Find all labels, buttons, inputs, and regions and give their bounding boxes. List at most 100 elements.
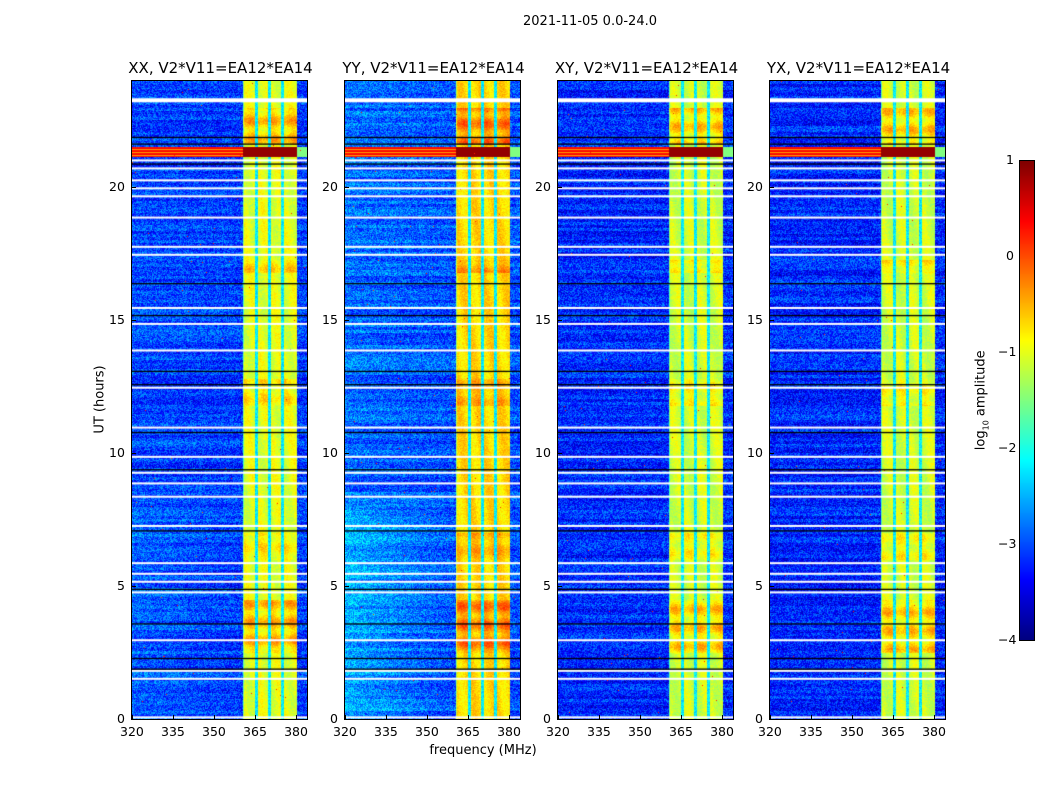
- x-tick-mark: [558, 715, 559, 720]
- y-tick-mark: [557, 453, 562, 455]
- waterfall-heatmap: [558, 81, 733, 719]
- colorbar-tick-label: 1: [1006, 152, 1014, 167]
- x-axis-label: frequency (MHz): [429, 743, 537, 758]
- y-tick-label: 0: [117, 711, 125, 726]
- panel-title: XX, V2*V11=EA12*EA14: [128, 59, 313, 77]
- x-tick-mark: [770, 715, 771, 720]
- y-tick-label: 10: [109, 445, 125, 461]
- y-tick-mark: [131, 187, 136, 189]
- y-tick-mark: [769, 586, 774, 588]
- y-tick-mark: [557, 719, 562, 720]
- x-tick-mark: [255, 715, 257, 720]
- y-tick-label: 20: [322, 179, 338, 195]
- x-tick-label: 350: [202, 724, 226, 739]
- y-axis-label: UT (hours): [92, 365, 108, 434]
- x-tick-label: 380: [922, 724, 946, 739]
- colorbar-tick-label: −1: [998, 344, 1017, 359]
- waterfall-heatmap: [770, 81, 945, 719]
- waterfall-heatmap: [345, 81, 520, 719]
- x-tick-label: 350: [628, 724, 652, 739]
- x-tick-mark: [386, 715, 388, 720]
- x-tick-mark: [173, 715, 175, 720]
- y-tick-label: 15: [535, 312, 551, 328]
- x-tick-mark: [132, 715, 133, 720]
- y-tick-label: 10: [535, 445, 551, 461]
- colorbar-tick-label: −3: [998, 536, 1017, 551]
- y-tick-mark: [769, 320, 774, 322]
- y-tick-label: 5: [755, 578, 763, 594]
- colorbar-label-sub: 10: [981, 420, 991, 431]
- y-tick-mark: [557, 320, 562, 322]
- x-tick-mark: [681, 715, 683, 720]
- y-tick-label: 0: [755, 711, 763, 726]
- x-tick-mark: [893, 715, 895, 720]
- waterfall-panel: YY, V2*V11=EA12*EA14: [342, 59, 525, 720]
- y-tick-label: 5: [117, 578, 125, 594]
- x-tick-mark: [296, 715, 298, 720]
- x-tick-mark: [468, 715, 470, 720]
- y-tick-mark: [769, 187, 774, 189]
- y-tick-mark: [557, 187, 562, 189]
- x-tick-label: 335: [374, 724, 398, 739]
- waterfall-panel: YX, V2*V11=EA12*EA14: [767, 59, 950, 720]
- y-tick-label: 5: [330, 578, 338, 594]
- colorbar-tick-label: 0: [1006, 248, 1014, 263]
- x-tick-label: 380: [284, 724, 308, 739]
- x-tick-label: 320: [546, 724, 570, 739]
- x-tick-mark: [599, 715, 601, 720]
- y-tick-mark: [344, 453, 349, 455]
- y-tick-mark: [131, 719, 136, 720]
- waterfall-panel: XX, V2*V11=EA12*EA14: [128, 59, 313, 720]
- colorbar-label: log10 amplitude: [974, 340, 991, 460]
- y-tick-mark: [769, 719, 774, 720]
- y-tick-mark: [131, 586, 136, 588]
- x-tick-mark: [852, 715, 854, 720]
- x-tick-label: 380: [497, 724, 521, 739]
- figure-title: 2021-11-05 0.0-24.0: [523, 14, 657, 29]
- x-tick-mark: [640, 715, 642, 720]
- colorbar: [1019, 160, 1035, 641]
- x-tick-label: 365: [243, 724, 267, 739]
- x-tick-label: 320: [758, 724, 782, 739]
- y-tick-label: 20: [109, 179, 125, 195]
- colorbar-tick-label: −4: [998, 632, 1017, 647]
- y-tick-mark: [557, 586, 562, 588]
- y-tick-label: 10: [322, 445, 338, 461]
- y-tick-mark: [131, 453, 136, 455]
- x-tick-mark: [214, 715, 216, 720]
- panel-title: YY, V2*V11=EA12*EA14: [342, 59, 525, 77]
- x-tick-label: 365: [881, 724, 905, 739]
- x-tick-mark: [345, 715, 346, 720]
- y-tick-mark: [344, 320, 349, 322]
- y-tick-label: 20: [535, 179, 551, 195]
- y-tick-label: 10: [747, 445, 763, 461]
- colorbar-label-main: log: [973, 430, 989, 451]
- y-tick-label: 15: [109, 312, 125, 328]
- x-tick-mark: [509, 715, 511, 720]
- y-tick-label: 15: [322, 312, 338, 328]
- y-tick-mark: [344, 187, 349, 189]
- x-tick-mark: [934, 715, 936, 720]
- x-tick-label: 350: [415, 724, 439, 739]
- y-tick-mark: [131, 320, 136, 322]
- y-tick-label: 5: [543, 578, 551, 594]
- x-tick-label: 380: [710, 724, 734, 739]
- x-tick-label: 365: [669, 724, 693, 739]
- panel-title: XY, V2*V11=EA12*EA14: [554, 59, 739, 77]
- y-tick-mark: [344, 719, 349, 720]
- y-tick-mark: [769, 453, 774, 455]
- y-tick-label: 0: [330, 711, 338, 726]
- x-tick-label: 335: [161, 724, 185, 739]
- x-tick-label: 335: [587, 724, 611, 739]
- x-tick-label: 350: [840, 724, 864, 739]
- x-tick-mark: [427, 715, 429, 720]
- x-tick-label: 365: [456, 724, 480, 739]
- x-tick-mark: [722, 715, 724, 720]
- panel-title: YX, V2*V11=EA12*EA14: [766, 59, 951, 77]
- y-tick-mark: [344, 586, 349, 588]
- x-tick-label: 335: [799, 724, 823, 739]
- x-tick-label: 320: [333, 724, 357, 739]
- y-tick-label: 15: [747, 312, 763, 328]
- colorbar-tick-label: −2: [998, 440, 1017, 455]
